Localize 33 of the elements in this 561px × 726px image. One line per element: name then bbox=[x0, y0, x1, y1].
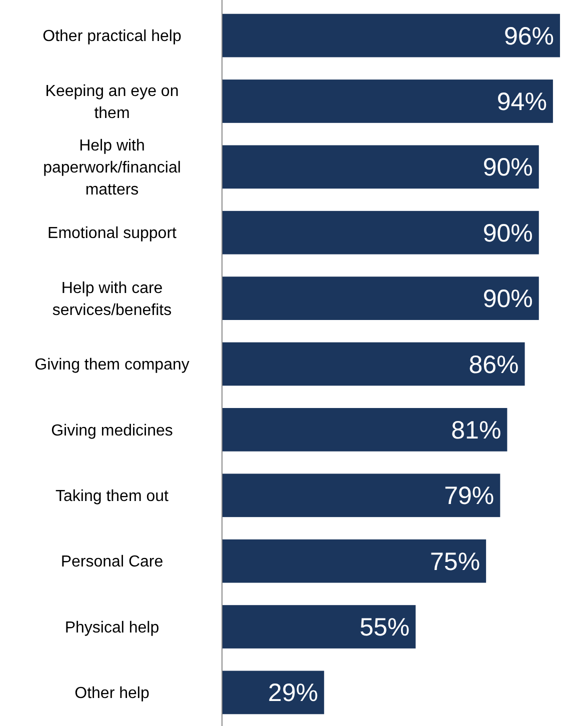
y-tick-label: Giving medicines bbox=[51, 422, 173, 440]
data-label: 90% bbox=[482, 219, 533, 248]
y-tick-label: Other practical help bbox=[42, 28, 182, 46]
y-tick-label: Physical help bbox=[64, 619, 160, 636]
y-tick-label: Help with care services/benefits bbox=[52, 280, 172, 319]
y-tick-label: Giving them company bbox=[34, 356, 190, 374]
bar bbox=[222, 539, 486, 583]
data-label: 55% bbox=[360, 614, 410, 642]
y-tick-label: Taking them out bbox=[56, 488, 170, 505]
data-label: 94% bbox=[496, 88, 547, 116]
data-label: 29% bbox=[268, 679, 318, 708]
bar bbox=[222, 145, 539, 189]
data-label: 90% bbox=[482, 154, 533, 182]
data-label: 75% bbox=[430, 548, 480, 576]
bar bbox=[222, 474, 500, 518]
data-label: 96% bbox=[504, 22, 554, 50]
bar bbox=[222, 276, 539, 320]
y-tick-label: Emotional support bbox=[48, 225, 178, 242]
y-tick-label: Keeping an eye on them bbox=[45, 82, 179, 122]
bar bbox=[222, 670, 324, 714]
bar bbox=[222, 605, 416, 648]
bar bbox=[222, 408, 508, 452]
data-label: 86% bbox=[468, 350, 519, 379]
data-label: 90% bbox=[482, 285, 533, 314]
y-tick-label: Personal Care bbox=[60, 554, 164, 571]
data-label: 81% bbox=[451, 416, 502, 444]
bar bbox=[222, 342, 525, 386]
bar bbox=[222, 80, 553, 123]
bar bbox=[222, 210, 539, 254]
bar bbox=[222, 14, 560, 58]
y-tick-label: Help with paperwork/financial matters bbox=[43, 138, 181, 199]
y-tick-label: Other help bbox=[74, 685, 150, 702]
data-label: 79% bbox=[444, 482, 494, 510]
